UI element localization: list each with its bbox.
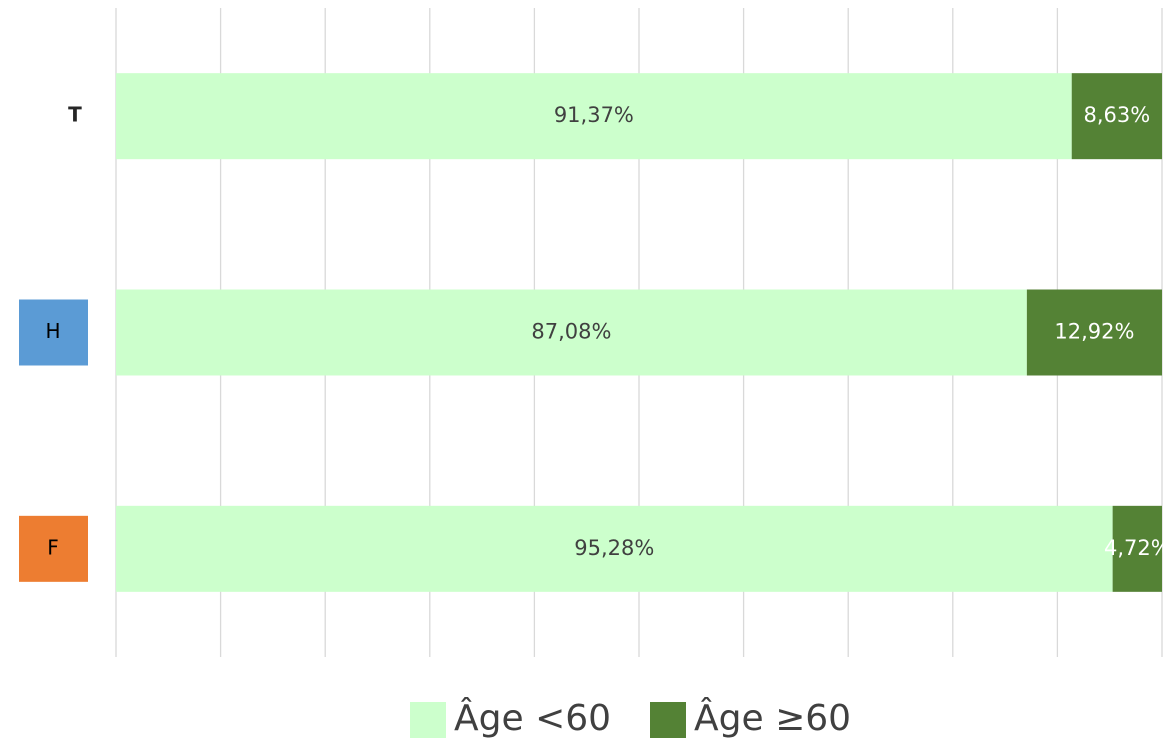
bar [1071,73,1162,160]
category-box [19,299,88,366]
data-label: 12,92% [1054,320,1134,344]
legend-swatch [410,702,446,738]
legend-label: Âge <60 [454,697,611,739]
data-label: 8,63% [1084,103,1151,127]
data-label: 87,08% [531,320,611,344]
bar [1112,505,1162,592]
data-label: 95,28% [574,536,654,560]
legend-label: Âge ≥60 [694,697,851,739]
bar [1026,289,1162,376]
category-box [19,515,88,582]
legend-swatch [650,702,686,738]
data-label: 4,72% [1104,536,1171,560]
y-tick-label: F [47,535,59,559]
y-tick-label: H [45,319,60,343]
y-tick-label: T [68,103,82,127]
bar [116,505,1113,592]
bar [116,73,1072,160]
data-label: 91,37% [554,103,634,127]
bar [116,289,1027,376]
